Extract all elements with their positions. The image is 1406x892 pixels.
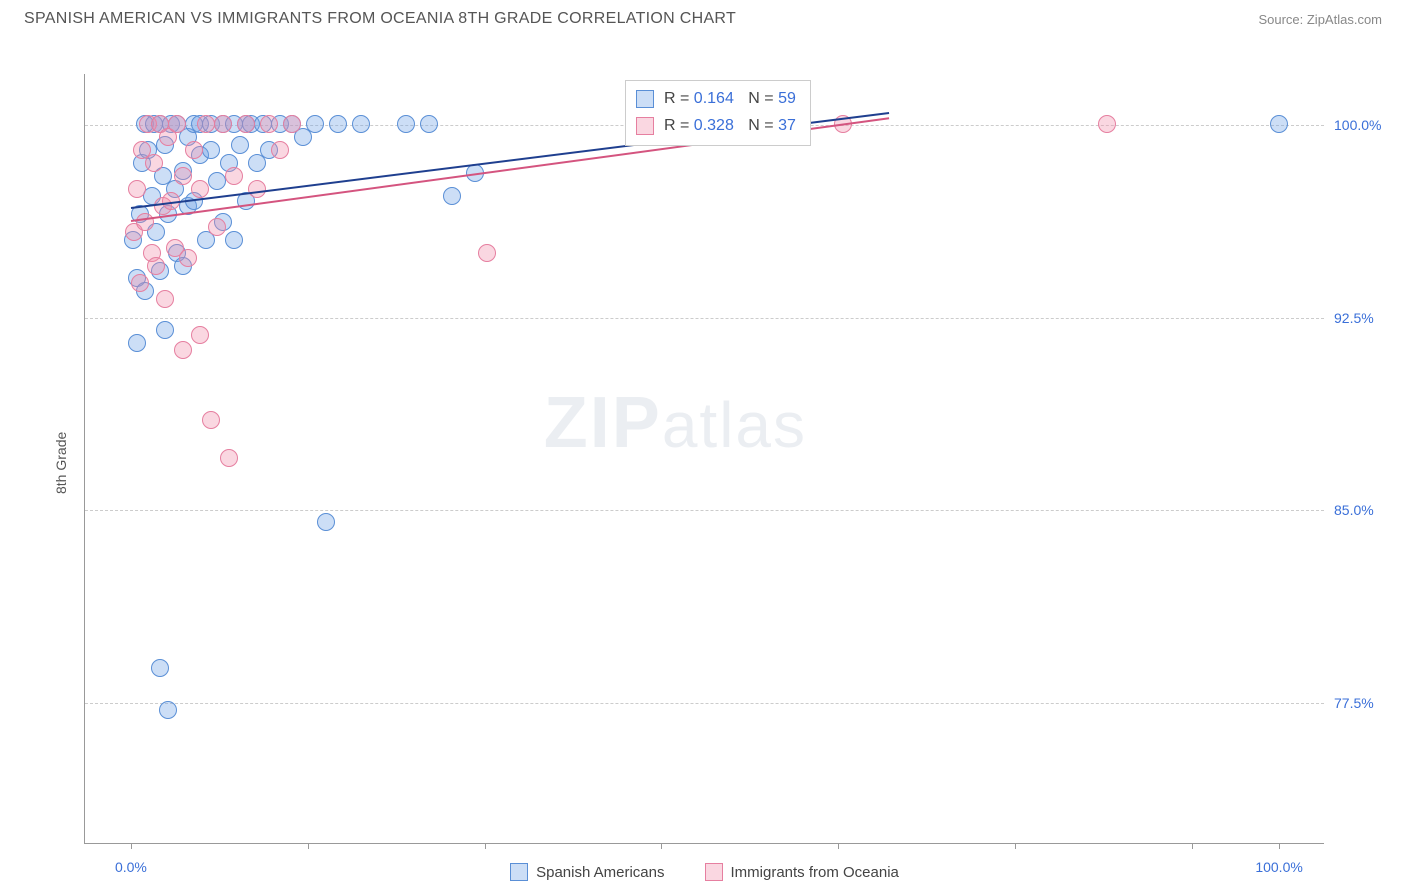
scatter-point	[283, 115, 301, 133]
scatter-point	[147, 257, 165, 275]
scatter-point	[306, 115, 324, 133]
ytick-label: 77.5%	[1334, 695, 1394, 711]
y-axis-label: 8th Grade	[53, 432, 69, 494]
xtick-mark	[308, 843, 309, 849]
scatter-point	[185, 141, 203, 159]
scatter-point	[191, 180, 209, 198]
ytick-label: 85.0%	[1334, 502, 1394, 518]
xtick-mark	[485, 843, 486, 849]
scatter-point	[174, 167, 192, 185]
scatter-point	[317, 513, 335, 531]
stats-row: R = 0.164 N = 59	[636, 85, 796, 112]
scatter-point	[151, 659, 169, 677]
xtick-mark	[838, 843, 839, 849]
scatter-point	[248, 180, 266, 198]
scatter-point	[271, 141, 289, 159]
scatter-point	[231, 136, 249, 154]
stats-row: R = 0.328 N = 37	[636, 112, 796, 139]
xtick-mark	[131, 843, 132, 849]
gridline-h	[85, 510, 1324, 511]
scatter-point	[237, 115, 255, 133]
scatter-point	[208, 218, 226, 236]
scatter-point	[179, 249, 197, 267]
scatter-point	[174, 341, 192, 359]
scatter-point	[225, 167, 243, 185]
scatter-point	[128, 334, 146, 352]
scatter-point	[208, 172, 226, 190]
plot-area: 100.0%92.5%85.0%77.5%0.0%100.0%8th Grade…	[84, 74, 1324, 844]
scatter-point	[197, 115, 215, 133]
scatter-point	[191, 326, 209, 344]
xtick-mark	[1279, 843, 1280, 849]
scatter-point	[352, 115, 370, 133]
xtick-mark	[1192, 843, 1193, 849]
xtick-mark	[661, 843, 662, 849]
scatter-point	[443, 187, 461, 205]
scatter-point	[131, 274, 149, 292]
chart-source: Source: ZipAtlas.com	[1258, 12, 1382, 27]
scatter-point	[225, 231, 243, 249]
scatter-point	[145, 154, 163, 172]
scatter-point	[420, 115, 438, 133]
chart-title: SPANISH AMERICAN VS IMMIGRANTS FROM OCEA…	[24, 10, 736, 28]
legend-item: Immigrants from Oceania	[705, 863, 899, 881]
scatter-point	[1270, 115, 1288, 133]
chart-legend: Spanish Americans Immigrants from Oceania	[85, 863, 1324, 881]
scatter-point	[329, 115, 347, 133]
scatter-point	[220, 449, 238, 467]
gridline-h	[85, 703, 1324, 704]
xtick-mark	[1015, 843, 1016, 849]
scatter-point	[397, 115, 415, 133]
chart-header: SPANISH AMERICAN VS IMMIGRANTS FROM OCEA…	[0, 0, 1406, 36]
scatter-point	[202, 411, 220, 429]
scatter-point	[214, 115, 232, 133]
legend-item: Spanish Americans	[510, 863, 664, 881]
ytick-label: 92.5%	[1334, 310, 1394, 326]
scatter-point	[128, 180, 146, 198]
scatter-point	[159, 701, 177, 719]
watermark: ZIPatlas	[544, 382, 807, 464]
scatter-point	[1098, 115, 1116, 133]
gridline-h	[85, 318, 1324, 319]
scatter-point	[136, 213, 154, 231]
scatter-point	[202, 141, 220, 159]
scatter-point	[156, 290, 174, 308]
scatter-point	[168, 115, 186, 133]
scatter-point	[478, 244, 496, 262]
scatter-point	[156, 321, 174, 339]
scatter-point	[260, 115, 278, 133]
stats-box: R = 0.164 N = 59R = 0.328 N = 37	[625, 80, 811, 146]
ytick-label: 100.0%	[1334, 117, 1394, 133]
